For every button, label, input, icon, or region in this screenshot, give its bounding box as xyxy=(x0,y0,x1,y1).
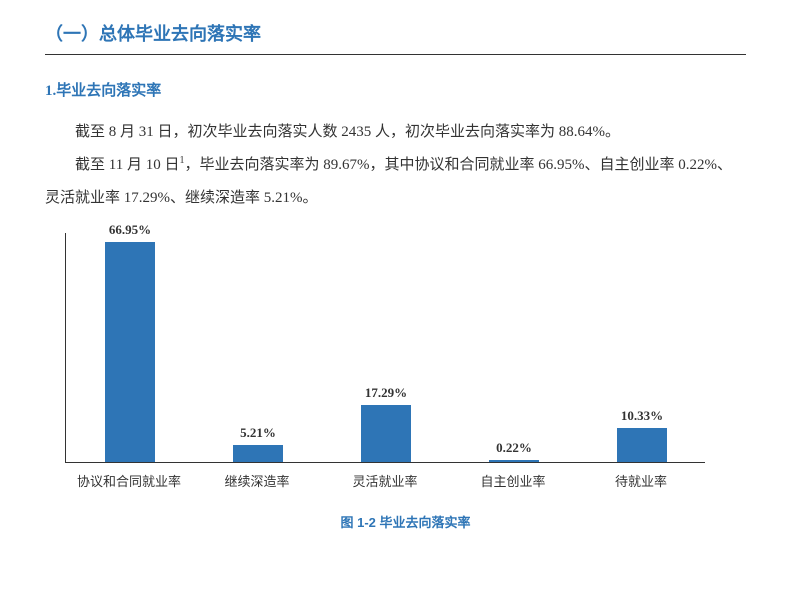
chart-bar-slot: 17.29% xyxy=(322,385,450,462)
chart-bar xyxy=(489,460,539,462)
chart-x-label: 协议和合同就业率 xyxy=(65,471,193,490)
chart-caption: 图 1-2 毕业去向落实率 xyxy=(65,512,746,531)
chart-container: 66.95%5.21%17.29%0.22%10.33% 协议和合同就业率继续深… xyxy=(45,233,746,531)
section-heading: （一）总体毕业去向落实率 xyxy=(45,20,746,46)
chart-x-label: 自主创业率 xyxy=(449,471,577,490)
chart-bar-value-label: 0.22% xyxy=(496,440,532,456)
chart-x-label: 继续深造率 xyxy=(193,471,321,490)
chart-x-label: 灵活就业率 xyxy=(321,471,449,490)
heading-underline xyxy=(45,54,746,55)
paragraph-2a: 截至 11 月 10 日 xyxy=(75,157,179,173)
chart-bar-slot: 66.95% xyxy=(66,222,194,462)
chart-x-axis-labels: 协议和合同就业率继续深造率灵活就业率自主创业率待就业率 xyxy=(65,471,705,490)
chart-bar-value-label: 17.29% xyxy=(365,385,407,401)
chart-plot-area: 66.95%5.21%17.29%0.22%10.33% xyxy=(65,233,705,463)
chart-x-label: 待就业率 xyxy=(577,471,705,490)
chart-bar-value-label: 10.33% xyxy=(621,408,663,424)
chart-bar xyxy=(105,242,155,462)
paragraph-2: 截至 11 月 10 日1，毕业去向落实率为 89.67%，其中协议和合同就业率… xyxy=(45,149,746,215)
document-page: （一）总体毕业去向落实率 1.毕业去向落实率 截至 8 月 31 日，初次毕业去… xyxy=(0,0,791,561)
chart-bar-value-label: 66.95% xyxy=(109,222,151,238)
chart-bar xyxy=(361,405,411,462)
chart-bar-slot: 5.21% xyxy=(194,425,322,462)
chart-bar-value-label: 5.21% xyxy=(240,425,276,441)
chart-bar xyxy=(233,445,283,462)
paragraph-1: 截至 8 月 31 日，初次毕业去向落实人数 2435 人，初次毕业去向落实率为… xyxy=(45,116,746,149)
chart-bar-slot: 0.22% xyxy=(450,440,578,462)
sub-heading: 1.毕业去向落实率 xyxy=(45,79,746,100)
chart-bar-slot: 10.33% xyxy=(578,408,706,462)
chart-bar xyxy=(617,428,667,462)
